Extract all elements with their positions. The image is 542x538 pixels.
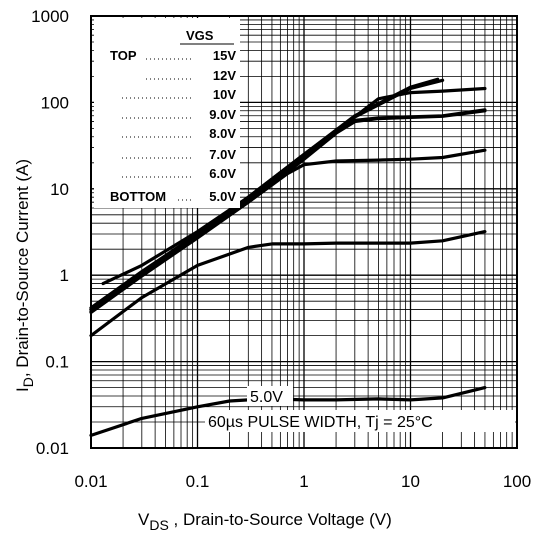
legend-entry-10v: 10V: [213, 87, 236, 102]
legend-entry-7-0v: 7.0V: [209, 147, 236, 162]
legend-bottom-label: BOTTOM: [110, 189, 166, 204]
x-tick-label: 1: [299, 472, 308, 491]
x-axis-title-rest: , Drain-to-Source Voltage (V): [169, 510, 392, 529]
legend-top-label: TOP: [110, 48, 137, 63]
svg-text:ID, Drain-to-Source Current (: ID, Drain-to-Source Current (A): [13, 159, 36, 392]
x-axis-title-sub: DS: [149, 517, 168, 533]
y-axis-title-main: I: [13, 387, 32, 392]
plot-frame: [90, 15, 518, 449]
pulse-width-note: 60µs PULSE WIDTH, Tj = 25°C: [208, 414, 433, 431]
x-tick-label: 100: [503, 472, 531, 491]
series-layer: [89, 77, 487, 437]
legend: VGS TOP BOTTOM 15V 12V 10V 9.0V 8.0V 7.0V 6.0V…: [94, 18, 240, 208]
x-tick-label: 10: [401, 472, 420, 491]
y-axis-title-sub: D: [20, 377, 36, 387]
x-axis-title-main: V: [138, 510, 150, 529]
y-tick-label: 10: [50, 180, 69, 199]
y-tick-labels: 1000 100 10 1 0.1 0.01: [31, 7, 69, 458]
legend-entry-9-0v: 9.0V: [209, 107, 236, 122]
x-axis-title: VDS , Drain-to-Source Voltage (V): [138, 510, 392, 533]
legend-header: VGS: [186, 28, 214, 43]
svg-text:VDS , Drain-to-Source Voltage: VDS , Drain-to-Source Voltage (V): [138, 510, 392, 533]
y-tick-label: 1: [60, 266, 69, 285]
y-axis-title-rest: , Drain-to-Source Current (A): [13, 159, 32, 377]
x-tick-label: 0.01: [74, 472, 107, 491]
y-tick-label: 0.1: [45, 353, 69, 372]
series-line-6-0v: [89, 230, 487, 338]
series-label-5v: 5.0V: [250, 389, 283, 406]
x-tick-label: 0.1: [186, 472, 210, 491]
y-tick-label: 1000: [31, 7, 69, 26]
series-label-background: [247, 386, 293, 406]
y-tick-label: 0.01: [36, 439, 69, 458]
legend-entries: 15V 12V 10V 9.0V 8.0V 7.0V 6.0V 5.0V: [122, 48, 236, 204]
legend-entry-6-0v: 6.0V: [209, 166, 236, 181]
pulse-note-background: [205, 410, 515, 432]
legend-entry-15v: 15V: [213, 48, 236, 63]
y-axis-title: ID, Drain-to-Source Current (A): [13, 159, 36, 392]
series-line-7-0v: [89, 148, 487, 312]
x-tick-labels: 0.01 0.1 1 10 100: [74, 472, 531, 491]
legend-entry-12v: 12V: [213, 68, 236, 83]
legend-background: [94, 18, 240, 208]
y-tick-label: 100: [41, 93, 69, 112]
legend-entry-5-0v: 5.0V: [209, 189, 236, 204]
legend-entry-8-0v: 8.0V: [209, 126, 236, 141]
